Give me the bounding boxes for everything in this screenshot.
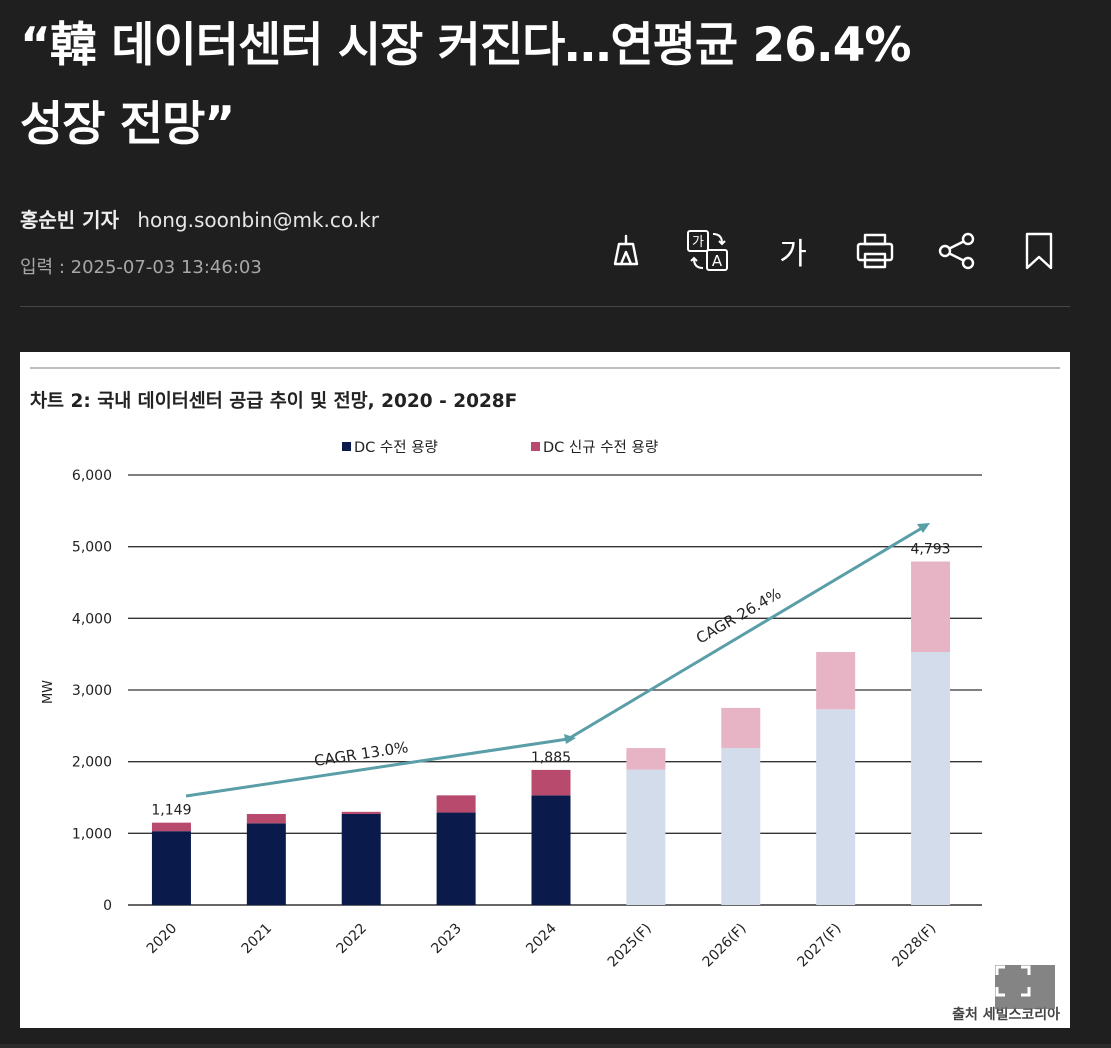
y-tick-label: 3,000 [72,683,112,699]
x-tick-label: 2021 [239,921,276,958]
font-size-icon: 가 [779,237,807,272]
bar-existing-capacity [151,831,191,905]
x-tick-label: 2028(F) [889,921,939,971]
y-tick-label: 0 [103,898,112,914]
translate-icon: 가 A [685,228,731,274]
x-tick-label: 2022 [334,921,371,958]
chart-source: 출처 세빌스코리아 [952,1006,1060,1023]
bar-existing-capacity [246,823,286,905]
bookmark-button[interactable] [1014,226,1064,276]
legend-label-new: DC 신규 수전 용량 [543,439,658,456]
chart-title: 차트 2: 국내 데이터센터 공급 추이 및 전망, 2020 - 2028F [30,391,517,412]
article-headline: “韓 데이터센터 시장 커진다…연평균 26.4% 성장 전망” [20,6,1080,164]
headline-line-1: “韓 데이터센터 시장 커진다…연평균 26.4% [20,18,912,73]
bar-new-capacity [721,707,761,749]
data-label: 1,885 [531,750,571,766]
bar-new-capacity [626,748,666,770]
headline-line-2: 성장 전망” [20,97,235,152]
bar-existing-capacity [626,769,666,905]
svg-text:A: A [712,252,723,270]
y-tick-labels: 0 1,000 2,000 3,000 4,000 5,000 6,000 [72,468,112,914]
cagr-arrowhead-2 [917,523,930,533]
x-tick-label: 2026(F) [700,921,750,971]
bar-existing-capacity [911,652,951,905]
article-figure[interactable]: 차트 2: 국내 데이터센터 공급 추이 및 전망, 2020 - 2028F … [20,352,1070,1028]
cagr-arrow-line-2 [567,526,923,741]
reporter-email[interactable]: hong.soonbin@mk.co.kr [137,208,379,232]
bar-new-capacity [436,795,476,813]
highlighter-icon [609,232,643,270]
x-tick-label: 2024 [523,920,560,957]
legend-label-existing: DC 수전 용량 [354,439,438,456]
bookmark-icon [1024,231,1054,271]
legend-swatch-existing [342,442,351,451]
bar-existing-capacity [436,812,476,905]
legend-swatch-new [531,442,540,451]
bar-new-capacity [911,561,951,653]
bar-existing-capacity [531,795,571,905]
font-size-button[interactable]: 가 [768,226,818,276]
share-icon [937,231,977,271]
y-tick-label: 1,000 [72,826,112,842]
cagr-arrow-2: CAGR 26.4% [567,523,930,741]
x-tick-label: 2025(F) [605,921,655,971]
bar-existing-capacity [816,709,856,905]
y-axis-label: MW [41,680,56,704]
published-date: 입력 : 2025-07-03 13:46:03 [20,257,262,278]
chart-bars [151,561,951,905]
cagr-arrow-line-1 [185,737,569,798]
byline: 홍순빈 기자 hong.soonbin@mk.co.kr [20,204,379,233]
bar-existing-capacity [341,813,381,905]
bar-new-capacity [531,769,571,796]
expand-image-button[interactable] [995,965,1055,1009]
data-label: 4,793 [911,542,951,558]
x-tick-label: 2020 [144,921,181,958]
y-tick-label: 2,000 [72,755,112,771]
x-tick-label: 2023 [428,921,465,958]
bar-existing-capacity [721,748,761,905]
bar-new-capacity [151,822,191,832]
page-bottom-edge [0,1044,1111,1048]
divider [20,306,1070,307]
article-toolbar: 가 A 가 [600,226,1060,276]
cagr-arrow-1: CAGR 13.0% [185,734,576,798]
svg-text:가: 가 [692,235,704,250]
y-tick-label: 5,000 [72,540,112,556]
bar-new-capacity [341,811,381,814]
highlighter-button[interactable] [601,226,651,276]
x-tick-labels: 2020 2021 2022 2023 2024 2025(F) 2026(F) 2027(F… [144,920,940,970]
bar-new-capacity [246,813,286,824]
chart: 차트 2: 국내 데이터센터 공급 추이 및 전망, 2020 - 2028F … [30,367,1060,1023]
y-tick-label: 4,000 [72,611,112,627]
print-icon [855,232,895,270]
data-label: 1,149 [151,803,191,819]
translate-button[interactable]: 가 A [683,226,733,276]
share-button[interactable] [932,226,982,276]
chart-legend: DC 수전 용량 DC 신규 수전 용량 [342,439,658,456]
reporter-name[interactable]: 홍순빈 기자 [20,208,119,232]
data-labels: 1,149 1,885 4,793 [151,542,950,819]
bar-new-capacity [816,652,856,710]
y-tick-label: 6,000 [72,468,112,484]
x-tick-label: 2027(F) [795,921,845,971]
print-button[interactable] [850,226,900,276]
